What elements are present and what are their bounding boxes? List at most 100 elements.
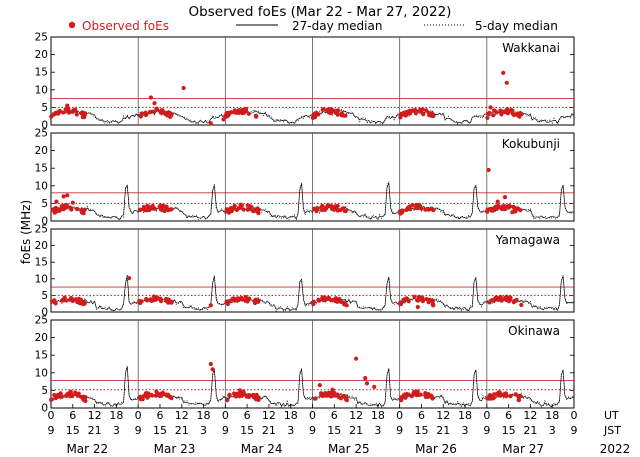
y-tick-label: 5 <box>41 102 48 114</box>
observed-point <box>339 111 344 117</box>
observed-point <box>64 108 70 114</box>
observed-point <box>151 206 156 211</box>
ut-tick-label: 18 <box>371 409 385 422</box>
observed-point <box>52 298 57 303</box>
observed-point <box>155 295 160 300</box>
observed-point <box>223 114 228 119</box>
y-tick-label: 0 <box>41 307 48 319</box>
y-tick-label: 5 <box>41 385 48 397</box>
observed-point <box>324 391 330 396</box>
ut-axis-label: UT <box>604 409 619 422</box>
panel-wakkanai: 0 5 10 15 20 25 Wakkanai <box>35 32 575 132</box>
observed-point <box>516 397 521 402</box>
observed-point <box>143 391 148 396</box>
observed-point <box>426 297 432 303</box>
y-tick-label: 25 <box>35 315 48 327</box>
observed-point <box>237 296 242 301</box>
observed-point <box>78 394 84 399</box>
observed-point <box>312 115 318 120</box>
observed-point <box>224 299 229 304</box>
observed-point <box>335 203 340 209</box>
observed-point <box>59 206 64 212</box>
observed-point <box>415 304 420 310</box>
observed-point <box>413 107 418 112</box>
station-name: Yamagawa <box>495 233 560 247</box>
observed-point <box>406 299 411 304</box>
observed-point <box>491 393 496 398</box>
jst-tick-label: 9 <box>48 424 55 437</box>
observed-point <box>333 110 339 115</box>
ut-tick-label: 18 <box>458 409 472 422</box>
observed-point <box>143 112 148 118</box>
jst-tick-label: 15 <box>414 424 428 437</box>
observed-point <box>315 111 320 117</box>
observed-point <box>329 394 334 399</box>
observed-point <box>165 297 170 302</box>
observed-point <box>312 206 317 211</box>
observed-point <box>495 199 500 204</box>
observed-point <box>488 396 494 401</box>
observed-point <box>319 205 324 210</box>
observed-point <box>488 105 493 110</box>
y-tick-label: 20 <box>35 49 48 61</box>
observed-point <box>430 298 435 303</box>
observed-point <box>485 207 490 212</box>
observed-point <box>208 361 213 367</box>
observed-point <box>64 203 69 208</box>
ut-tick-label: 12 <box>436 409 450 422</box>
observed-point <box>256 299 261 304</box>
observed-point <box>138 207 143 212</box>
observed-point <box>70 298 75 304</box>
ut-tick-label: 6 <box>331 409 338 422</box>
y-tick-label: 15 <box>35 257 48 269</box>
observed-point <box>208 303 213 308</box>
observed-point <box>65 103 70 108</box>
ut-tick-label: 6 <box>244 409 251 422</box>
panel-okinawa: 0 5 10 15 20 25 Okinawa <box>35 315 575 415</box>
observed-series <box>49 276 524 310</box>
observed-point <box>159 393 164 398</box>
observed-point <box>406 392 411 397</box>
observed-point <box>52 112 57 117</box>
station-name: Wakkanai <box>502 41 560 55</box>
legend-observed-marker <box>68 21 76 29</box>
observed-point <box>167 395 173 400</box>
observed-point <box>397 301 402 306</box>
observed-point <box>504 80 509 85</box>
observed-point <box>76 296 82 301</box>
observed-point <box>491 108 497 113</box>
observed-point <box>256 207 261 212</box>
observed-point <box>410 203 415 208</box>
observed-point <box>496 393 501 398</box>
observed-point <box>245 299 250 304</box>
observed-point <box>241 207 246 212</box>
observed-point <box>430 396 435 401</box>
observed-point <box>519 302 524 308</box>
jst-tick-label: 15 <box>66 424 80 437</box>
observed-point <box>227 392 232 398</box>
observed-point <box>149 298 154 303</box>
observed-point <box>340 206 346 211</box>
observed-point <box>53 396 58 401</box>
legend-observed-label: Observed foEs <box>82 19 169 33</box>
observed-point <box>364 381 370 386</box>
observed-point <box>331 206 336 211</box>
ut-tick-label: 0 <box>571 409 578 422</box>
observed-point <box>321 107 326 112</box>
observed-point <box>248 205 253 210</box>
observed-point <box>73 390 78 395</box>
observed-point <box>404 296 409 301</box>
observed-point <box>510 210 515 215</box>
observed-point <box>69 109 74 114</box>
observed-point <box>485 115 490 120</box>
observed-point <box>344 397 349 402</box>
observed-point <box>49 397 54 402</box>
observed-point <box>80 110 85 115</box>
jst-tick-label: 15 <box>327 424 341 437</box>
observed-point <box>53 209 58 214</box>
observed-point <box>208 121 213 126</box>
observed-point <box>518 394 523 399</box>
y-tick-label: 0 <box>41 216 48 228</box>
observed-point <box>316 298 321 303</box>
observed-point <box>251 392 256 398</box>
